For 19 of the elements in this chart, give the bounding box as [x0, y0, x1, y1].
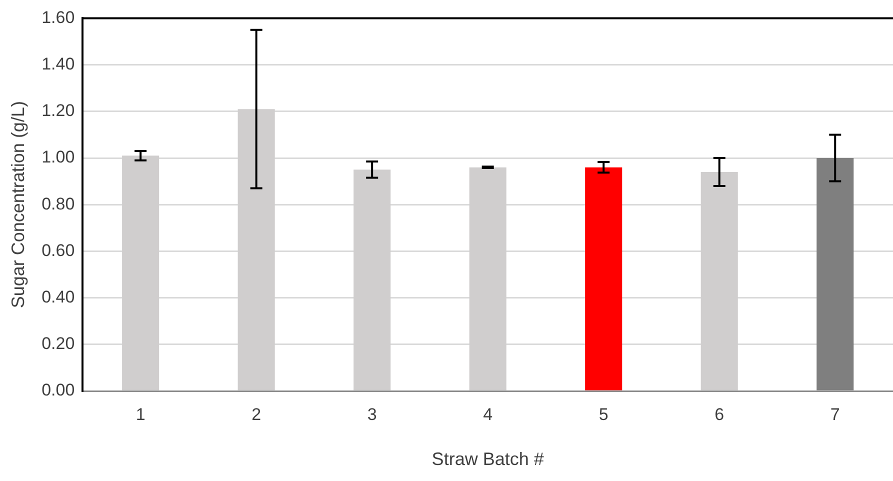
y-tick-label: 0.00	[42, 380, 75, 400]
y-tick-label: 0.60	[42, 240, 75, 260]
y-tick-label: 1.00	[42, 148, 75, 167]
y-axis-title: Sugar Concentration (g/L)	[8, 101, 28, 308]
x-tick-label: 6	[714, 404, 724, 424]
bar	[585, 167, 622, 390]
y-tick-label: 1.40	[42, 54, 75, 74]
y-tick-label: 1.60	[42, 8, 75, 27]
y-tick-label: 1.20	[42, 101, 75, 120]
x-axis-title: Straw Batch #	[432, 449, 544, 470]
x-tick-label: 1	[136, 404, 146, 424]
x-tick-label: 3	[367, 404, 377, 424]
y-tick-label: 0.20	[42, 334, 75, 354]
y-tick-label: 0.40	[42, 287, 75, 306]
x-tick-label: 7	[830, 404, 840, 424]
x-tick-label: 2	[252, 404, 262, 424]
x-tick-label: 5	[598, 404, 608, 424]
y-tick-label: 0.80	[42, 194, 75, 214]
x-tick-label: 4	[483, 404, 493, 424]
